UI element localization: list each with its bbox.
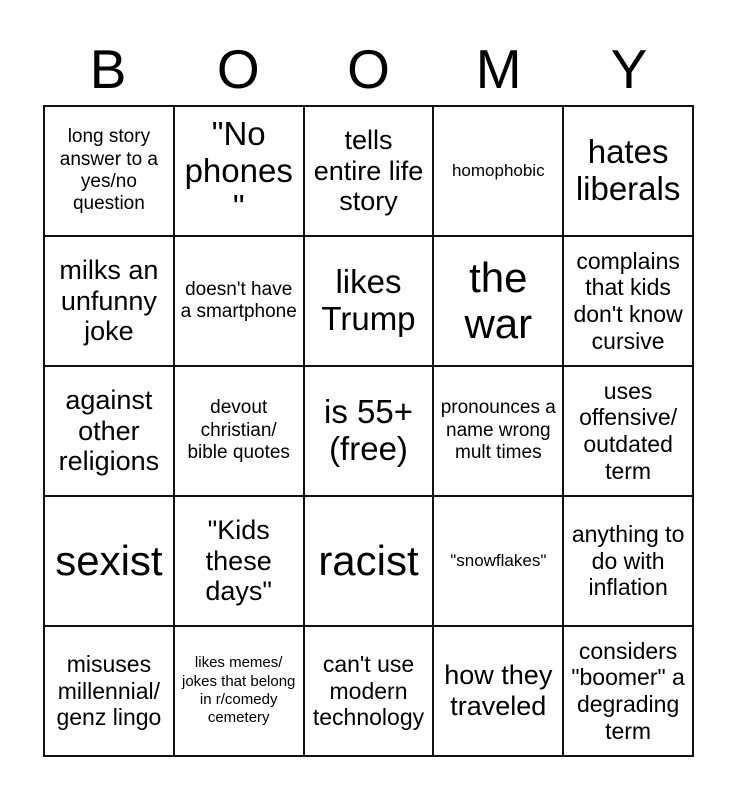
- bingo-cell[interactable]: pronounces a name wrong mult times: [434, 367, 565, 497]
- bingo-header-letter-o1: O: [216, 37, 260, 100]
- bingo-cell[interactable]: against other religions: [45, 367, 175, 497]
- bingo-cell-label: is 55+ (free): [324, 393, 413, 467]
- bingo-cell-label: milks an unfunny joke: [59, 254, 159, 347]
- bingo-cell-label: long story answer to a yes/no question: [59, 126, 159, 215]
- bingo-cell-label: against other religions: [58, 384, 160, 477]
- bingo-cell[interactable]: likes memes/ jokes that belong in r/come…: [174, 627, 305, 757]
- bingo-cell[interactable]: homophobic: [434, 107, 565, 237]
- bingo-cell-label: "Kids these days": [205, 514, 272, 607]
- bingo-cell[interactable]: "No phones": [174, 107, 305, 237]
- bingo-cell-label: how they traveled: [444, 660, 553, 721]
- bingo-cell-label: tells entire life story: [313, 124, 424, 217]
- bingo-cell-label: uses offensive/ outdated term: [579, 377, 678, 484]
- bingo-cell[interactable]: can't use modern technology: [304, 627, 435, 757]
- bingo-cell[interactable]: tells entire life story: [304, 107, 435, 237]
- bingo-cell[interactable]: uses offensive/ outdated term: [564, 367, 694, 497]
- bingo-cell[interactable]: complains that kids don't know cursive: [564, 237, 694, 367]
- bingo-cell-label: the war: [464, 253, 533, 347]
- bingo-grid: long story answer to a yes/no question "…: [43, 105, 694, 757]
- bingo-cell-label: racist: [318, 536, 419, 584]
- bingo-header-letter-b: B: [89, 37, 127, 100]
- bingo-header-letter-o2: O: [347, 37, 390, 100]
- bingo-cell[interactable]: hates liberals: [564, 107, 694, 237]
- bingo-cell-label: homophobic: [451, 160, 545, 180]
- bingo-cell[interactable]: devout christian/ bible quotes: [174, 367, 305, 497]
- bingo-cell-label: complains that kids don't know cursive: [573, 247, 683, 354]
- bingo-cell[interactable]: misuses millennial/ genz lingo: [45, 627, 175, 757]
- bingo-cell-label: doesn't have a smartphone: [180, 278, 297, 322]
- bingo-cell-label: "No phones": [184, 114, 293, 226]
- bingo-cell[interactable]: milks an unfunny joke: [45, 237, 175, 367]
- bingo-cell[interactable]: "snowflakes": [434, 497, 565, 627]
- bingo-cell-label: considers "boomer" a degrading term: [571, 637, 685, 744]
- bingo-cell-label: pronounces a name wrong mult times: [440, 397, 556, 464]
- bingo-cell[interactable]: how they traveled: [434, 627, 565, 757]
- bingo-cell-free[interactable]: is 55+ (free): [304, 367, 435, 497]
- bingo-cell-label: hates liberals: [575, 133, 681, 207]
- bingo-cell-label: sexist: [55, 536, 163, 584]
- bingo-cell[interactable]: the war: [434, 237, 565, 367]
- bingo-header-letters: B O O M Y: [43, 33, 694, 105]
- bingo-cell-label: anything to do with inflation: [571, 520, 685, 601]
- bingo-cell[interactable]: racist: [304, 497, 435, 627]
- bingo-cell-label: misuses millennial/ genz lingo: [56, 650, 162, 731]
- bingo-cell-label: likes Trump: [321, 263, 416, 337]
- bingo-cell-label: likes memes/ jokes that belong in r/come…: [181, 654, 296, 727]
- bingo-cell-label: "snowflakes": [450, 550, 547, 570]
- bingo-cell[interactable]: long story answer to a yes/no question: [45, 107, 175, 237]
- bingo-cell[interactable]: sexist: [45, 497, 175, 627]
- bingo-cell-label: can't use modern technology: [312, 650, 425, 731]
- bingo-cell[interactable]: "Kids these days": [174, 497, 305, 627]
- bingo-cell[interactable]: considers "boomer" a degrading term: [564, 627, 694, 757]
- bingo-header-letter-y: Y: [610, 37, 648, 100]
- bingo-cell[interactable]: likes Trump: [304, 237, 435, 367]
- bingo-cell[interactable]: doesn't have a smartphone: [174, 237, 305, 367]
- bingo-cell-label: devout christian/ bible quotes: [187, 397, 290, 464]
- bingo-header-letter-m: M: [475, 37, 522, 100]
- bingo-cell[interactable]: anything to do with inflation: [564, 497, 694, 627]
